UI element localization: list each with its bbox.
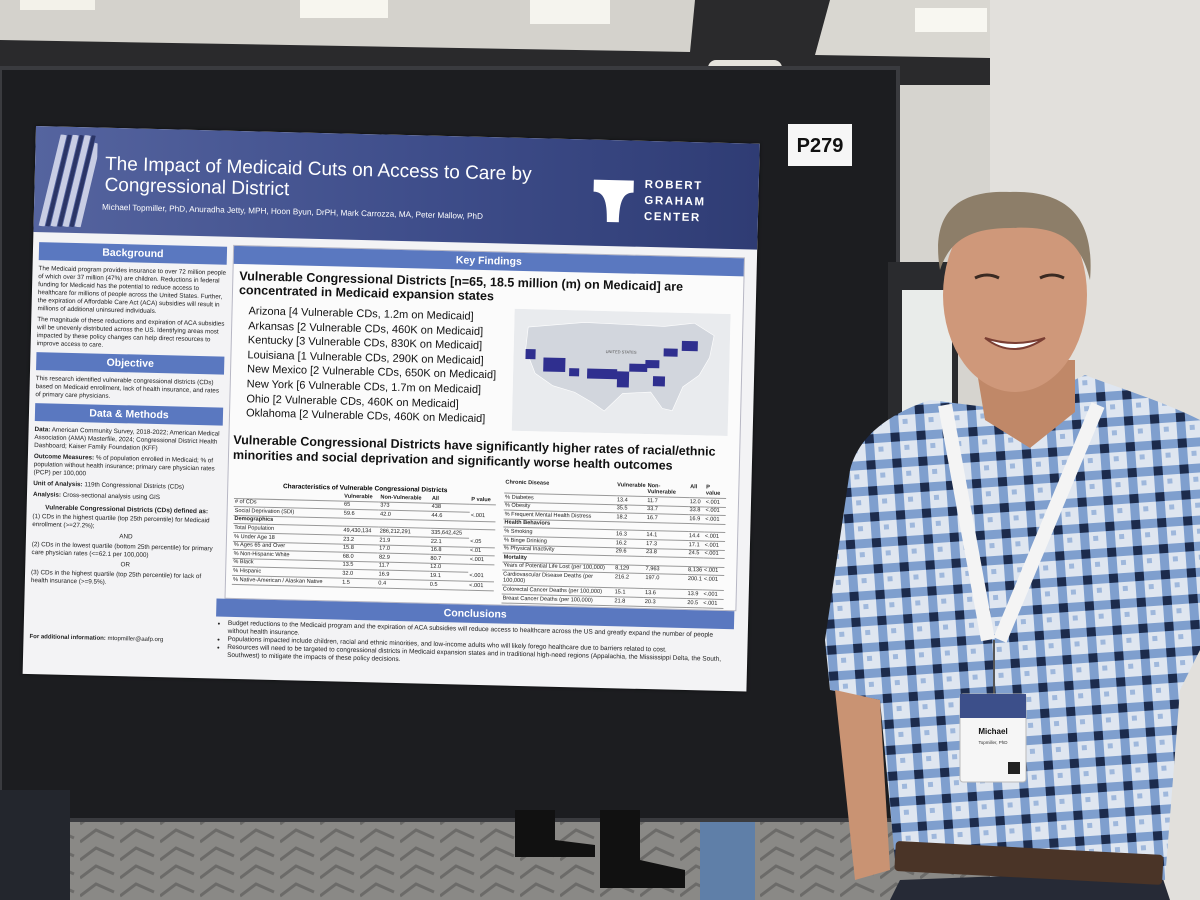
- eyes: [974, 273, 1065, 280]
- smile: [984, 337, 1046, 350]
- map-label: UNITED STATES: [606, 349, 637, 355]
- floor-stripe: [700, 820, 755, 900]
- stripe: [45, 134, 96, 228]
- booth-number: P279: [797, 135, 844, 157]
- stripes: [38, 133, 98, 228]
- stripe: [38, 133, 98, 228]
- ceiling-light: [915, 8, 987, 32]
- legs: [600, 810, 685, 888]
- badge-role: Topmiller, PhD: [978, 740, 1008, 745]
- face: [943, 198, 1087, 392]
- neighbor-poster: [902, 290, 952, 418]
- hair: [938, 191, 1091, 280]
- forearm: [835, 690, 890, 880]
- poster: The Impact of Medicaid Cuts on Access to…: [22, 126, 760, 692]
- ceiling-light: [530, 0, 610, 24]
- belt: [894, 841, 1164, 885]
- booth-label: [788, 124, 852, 166]
- map: UNITED STATES: [511, 308, 731, 436]
- ceiling-light: [20, 0, 95, 10]
- legs: [0, 790, 70, 900]
- ceiling-light: [300, 0, 388, 18]
- qr-code: [1008, 762, 1020, 774]
- ceiling-panel: [0, 0, 695, 52]
- us-outline: [525, 322, 715, 412]
- lanyard: [938, 402, 1105, 643]
- legs: [515, 810, 595, 857]
- badge-name: Michael: [978, 727, 1007, 736]
- logo: ROBERT GRAHAM CENTER: [588, 176, 759, 240]
- logo-shape: [593, 179, 634, 223]
- poster-header: The Impact of Medicaid Cuts on Access to…: [33, 126, 760, 250]
- vulnerable-districts: [525, 340, 698, 388]
- badge-header: [960, 694, 1026, 718]
- logo-mark: [593, 179, 634, 223]
- key-findings: Key Findings Vulnerable Congressional Di…: [224, 244, 746, 612]
